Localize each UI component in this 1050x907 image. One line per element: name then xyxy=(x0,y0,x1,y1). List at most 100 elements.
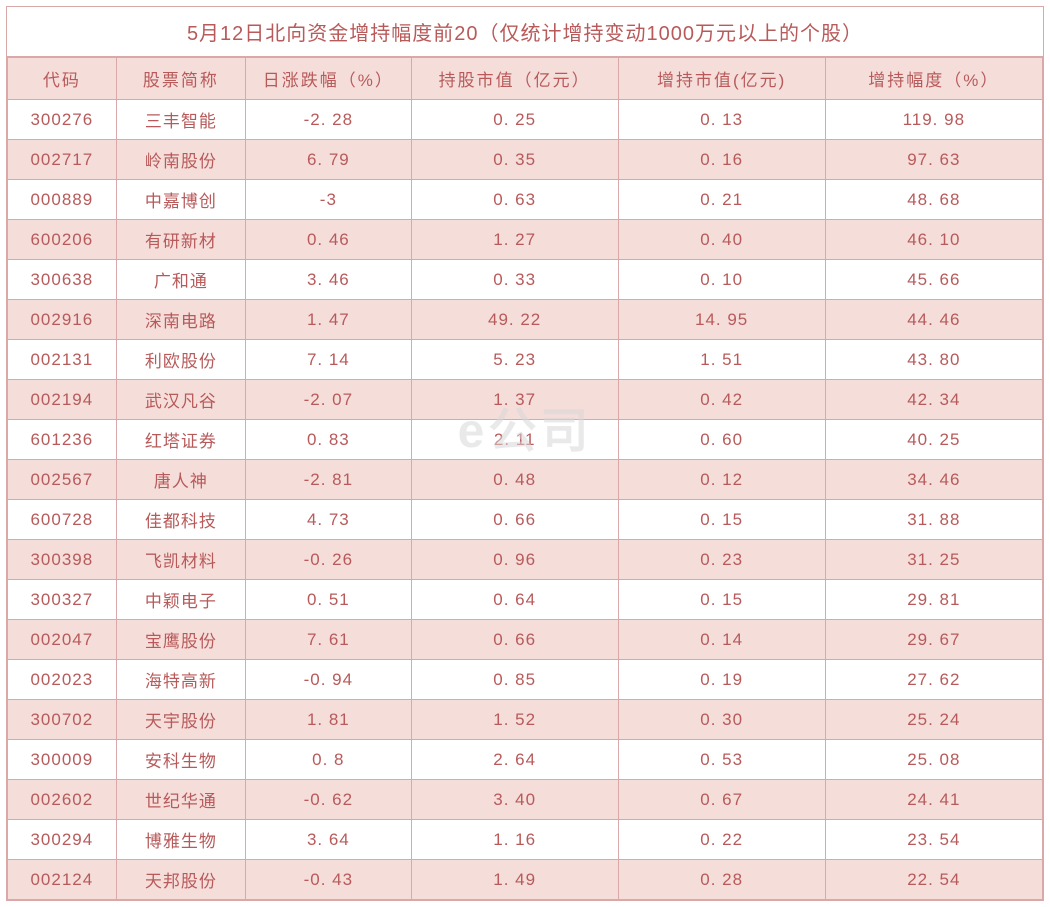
table-cell: 22. 54 xyxy=(825,860,1042,900)
table-row: 000889中嘉博创-30. 630. 2148. 68 xyxy=(8,180,1043,220)
table-cell: 29. 81 xyxy=(825,580,1042,620)
table-cell: 0. 15 xyxy=(618,580,825,620)
table-row: 002602世纪华通-0. 623. 400. 6724. 41 xyxy=(8,780,1043,820)
table-cell: -3 xyxy=(246,180,412,220)
table-cell: -2. 28 xyxy=(246,100,412,140)
table-cell: 97. 63 xyxy=(825,140,1042,180)
table-cell: 300276 xyxy=(8,100,117,140)
table-cell: 34. 46 xyxy=(825,460,1042,500)
table-cell: 0. 14 xyxy=(618,620,825,660)
table-cell: 600206 xyxy=(8,220,117,260)
table-cell: 300327 xyxy=(8,580,117,620)
table-cell: 000889 xyxy=(8,180,117,220)
table-cell: -0. 43 xyxy=(246,860,412,900)
table-cell: 0. 83 xyxy=(246,420,412,460)
table-cell: 0. 66 xyxy=(411,620,618,660)
table-cell: 27. 62 xyxy=(825,660,1042,700)
table-cell: 7. 14 xyxy=(246,340,412,380)
table-cell: 002194 xyxy=(8,380,117,420)
table-cell: 0. 51 xyxy=(246,580,412,620)
stock-table: 代码 股票简称 日涨跌幅（%） 持股市值（亿元） 增持市值(亿元) 增持幅度（%… xyxy=(7,57,1043,900)
table-cell: 0. 23 xyxy=(618,540,825,580)
table-body: 300276三丰智能-2. 280. 250. 13119. 98002717岭… xyxy=(8,100,1043,900)
table-row: 002717岭南股份6. 790. 350. 1697. 63 xyxy=(8,140,1043,180)
table-cell: 0. 96 xyxy=(411,540,618,580)
table-row: 002916深南电路1. 4749. 2214. 9544. 46 xyxy=(8,300,1043,340)
col-header-increase: 增持市值(亿元) xyxy=(618,58,825,100)
table-header-row: 代码 股票简称 日涨跌幅（%） 持股市值（亿元） 增持市值(亿元) 增持幅度（%… xyxy=(8,58,1043,100)
table-cell: 002023 xyxy=(8,660,117,700)
table-cell: 43. 80 xyxy=(825,340,1042,380)
table-cell: 0. 42 xyxy=(618,380,825,420)
table-cell: 0. 25 xyxy=(411,100,618,140)
table-cell: 4. 73 xyxy=(246,500,412,540)
table-cell: 1. 16 xyxy=(411,820,618,860)
table-row: 300327中颖电子0. 510. 640. 1529. 81 xyxy=(8,580,1043,620)
table-cell: -0. 26 xyxy=(246,540,412,580)
table-cell: 14. 95 xyxy=(618,300,825,340)
col-header-pct: 增持幅度（%） xyxy=(825,58,1042,100)
table-cell: 0. 35 xyxy=(411,140,618,180)
table-cell: 23. 54 xyxy=(825,820,1042,860)
table-cell: 0. 30 xyxy=(618,700,825,740)
table-row: 600206有研新材0. 461. 270. 4046. 10 xyxy=(8,220,1043,260)
table-cell: 002131 xyxy=(8,340,117,380)
table-cell: 1. 81 xyxy=(246,700,412,740)
table-cell: 0. 10 xyxy=(618,260,825,300)
table-cell: 0. 46 xyxy=(246,220,412,260)
table-cell: 安科生物 xyxy=(116,740,245,780)
table-cell: 有研新材 xyxy=(116,220,245,260)
table-row: 300398飞凯材料-0. 260. 960. 2331. 25 xyxy=(8,540,1043,580)
table-cell: 002717 xyxy=(8,140,117,180)
table-cell: 40. 25 xyxy=(825,420,1042,460)
table-cell: 002047 xyxy=(8,620,117,660)
table-row: 300276三丰智能-2. 280. 250. 13119. 98 xyxy=(8,100,1043,140)
table-cell: 三丰智能 xyxy=(116,100,245,140)
table-row: 300702天宇股份1. 811. 520. 3025. 24 xyxy=(8,700,1043,740)
table-title: 5月12日北向资金增持幅度前20（仅统计增持变动1000万元以上的个股） xyxy=(7,7,1043,57)
table-cell: 利欧股份 xyxy=(116,340,245,380)
table-cell: 002567 xyxy=(8,460,117,500)
table-cell: 29. 67 xyxy=(825,620,1042,660)
table-cell: 1. 52 xyxy=(411,700,618,740)
table-cell: 3. 64 xyxy=(246,820,412,860)
table-row: 002131利欧股份7. 145. 231. 5143. 80 xyxy=(8,340,1043,380)
table-cell: 海特高新 xyxy=(116,660,245,700)
table-row: 002023海特高新-0. 940. 850. 1927. 62 xyxy=(8,660,1043,700)
table-cell: 0. 19 xyxy=(618,660,825,700)
table-cell: 中嘉博创 xyxy=(116,180,245,220)
table-row: 002567唐人神-2. 810. 480. 1234. 46 xyxy=(8,460,1043,500)
table-cell: 0. 48 xyxy=(411,460,618,500)
table-cell: 0. 67 xyxy=(618,780,825,820)
table-cell: 6. 79 xyxy=(246,140,412,180)
table-cell: 1. 47 xyxy=(246,300,412,340)
table-cell: 深南电路 xyxy=(116,300,245,340)
table-cell: 31. 88 xyxy=(825,500,1042,540)
table-row: 300638广和通3. 460. 330. 1045. 66 xyxy=(8,260,1043,300)
table-cell: 24. 41 xyxy=(825,780,1042,820)
table-cell: 岭南股份 xyxy=(116,140,245,180)
table-cell: 0. 22 xyxy=(618,820,825,860)
table-cell: -2. 07 xyxy=(246,380,412,420)
table-cell: 2. 64 xyxy=(411,740,618,780)
table-cell: 广和通 xyxy=(116,260,245,300)
table-cell: 武汉凡谷 xyxy=(116,380,245,420)
table-cell: 0. 60 xyxy=(618,420,825,460)
table-row: 002124天邦股份-0. 431. 490. 2822. 54 xyxy=(8,860,1043,900)
table-cell: 天邦股份 xyxy=(116,860,245,900)
table-cell: 1. 37 xyxy=(411,380,618,420)
table-cell: 中颖电子 xyxy=(116,580,245,620)
table-cell: 1. 27 xyxy=(411,220,618,260)
table-cell: 博雅生物 xyxy=(116,820,245,860)
table-cell: 002602 xyxy=(8,780,117,820)
table-cell: 300398 xyxy=(8,540,117,580)
table-cell: 42. 34 xyxy=(825,380,1042,420)
table-cell: 宝鹰股份 xyxy=(116,620,245,660)
table-cell: 天宇股份 xyxy=(116,700,245,740)
table-cell: 31. 25 xyxy=(825,540,1042,580)
table-cell: 0. 53 xyxy=(618,740,825,780)
table-cell: 0. 85 xyxy=(411,660,618,700)
table-cell: 0. 8 xyxy=(246,740,412,780)
col-header-change: 日涨跌幅（%） xyxy=(246,58,412,100)
table-cell: 601236 xyxy=(8,420,117,460)
